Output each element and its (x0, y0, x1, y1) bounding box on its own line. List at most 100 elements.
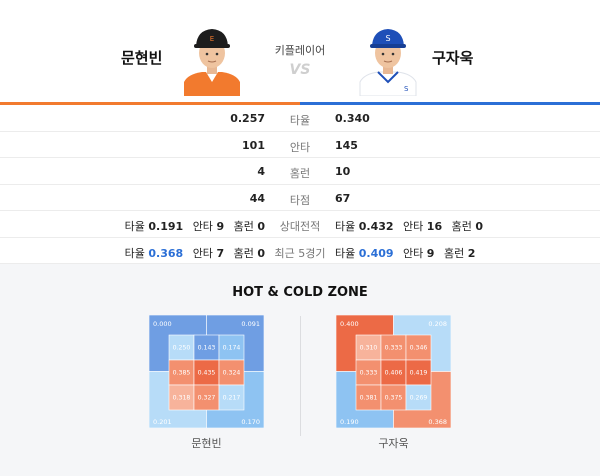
inner-zone-value-5: 0.435 (198, 370, 216, 377)
left-hits: 101 (242, 138, 265, 152)
inner-zone-9 (405, 384, 432, 411)
outer-zone-value-1: 0.400 (340, 320, 359, 328)
h2h-left-hr: 0 (257, 220, 265, 233)
inner-zone-value-6: 0.324 (223, 370, 241, 377)
left-team-bar (0, 102, 300, 105)
inner-zone-value-7: 0.318 (173, 395, 191, 402)
recent-right-avg-label: 타율 (335, 246, 356, 260)
inner-zone-value-5: 0.406 (385, 370, 403, 377)
recent-right-hits-label: 안타 (403, 246, 424, 260)
inner-zone-7 (168, 384, 195, 411)
right-avg: 0.340 (335, 112, 370, 125)
h2h-left-hits-label: 안타 (192, 220, 213, 233)
outer-zone-value-2: 0.208 (428, 320, 447, 328)
h2h-left-avg: 0.191 (148, 220, 184, 233)
key-player-label: 키플레이어 (274, 44, 326, 57)
inner-zone-value-2: 0.143 (198, 345, 216, 352)
outer-zone-value-2: 0.091 (241, 320, 260, 328)
right-hits: 145 (335, 138, 358, 152)
outer-zone-value-4: 0.368 (428, 418, 447, 426)
inner-zone-8 (380, 384, 407, 411)
left-recent: 타율 0.368 안타 7 홈런 0 (125, 245, 265, 261)
stat-row-avg: 0.257 타율 0.340 (0, 105, 600, 132)
inner-zone-value-8: 0.327 (198, 395, 216, 402)
h2h-right-avg: 0.432 (358, 220, 394, 233)
recent-right-hr: 2 (467, 246, 476, 260)
inner-zone-value-4: 0.385 (173, 370, 191, 377)
stat-row-rbi: 44 타점 67 (0, 185, 600, 211)
stat-row-recent: 타율 0.368 안타 7 홈런 0 최근 5경기 타율 0.409 안타 9 … (0, 238, 600, 264)
h2h-right-hr: 0 (475, 220, 484, 233)
outer-zone-value-3: 0.190 (340, 418, 359, 426)
svg-text:E: E (210, 35, 214, 43)
right-team-bar (300, 102, 600, 105)
inner-zone-value-9: 0.269 (410, 395, 428, 402)
h2h-left-hr-label: 홈런 (233, 220, 254, 233)
inner-zone-value-2: 0.333 (385, 345, 403, 352)
h2h-left-hits: 9 (216, 220, 225, 233)
stat-label-head-to-head: 상대전적 (279, 220, 321, 233)
right-player-photo[interactable]: S S (356, 20, 420, 96)
recent-left-hits-label: 안타 (192, 246, 213, 260)
right-player-name[interactable]: 구자욱 (432, 49, 474, 67)
recent-left-hr-label: 홈런 (233, 246, 254, 260)
h2h-right-hits: 16 (426, 220, 443, 233)
inner-zone-value-3: 0.346 (410, 345, 428, 352)
inner-zone-1 (355, 334, 382, 361)
right-hr: 10 (335, 165, 351, 178)
zone-divider (300, 316, 301, 436)
outer-zone-value-4: 0.170 (241, 418, 260, 426)
inner-zone-value-3: 0.174 (223, 345, 241, 352)
stat-row-head-to-head: 타율 0.191 안타 9 홈런 0 상대전적 타율 0.432 안타 16 홈… (0, 211, 600, 238)
left-rbi: 44 (249, 191, 265, 205)
stat-label-recent: 최근 5경기 (274, 246, 326, 260)
left-avg: 0.257 (230, 112, 265, 125)
outer-zone-value-3: 0.201 (153, 418, 172, 426)
right-head-to-head: 타율 0.432 안타 16 홈런 0 (335, 218, 483, 234)
left-head-to-head: 타율 0.191 안타 9 홈런 0 (125, 218, 265, 234)
inner-zone-value-4: 0.333 (360, 370, 378, 377)
h2h-right-avg-label: 타율 (335, 220, 356, 233)
inner-zone-4 (168, 359, 195, 386)
right-player-zone: 0.400 0.208 0.190 0.368 0.310 0.333 0.346 0.333… (336, 315, 451, 428)
h2h-right-hr-label: 홈런 (451, 220, 472, 233)
stat-label-rbi: 타점 (289, 193, 311, 207)
stat-row-hr: 4 홈런 10 (0, 158, 600, 185)
recent-left-avg-label: 타율 (124, 246, 145, 260)
h2h-left-avg-label: 타율 (124, 220, 145, 233)
left-player-name[interactable]: 문현빈 (121, 49, 163, 67)
inner-zone-value-1: 0.250 (173, 345, 191, 352)
inner-zone-9 (218, 384, 245, 411)
inner-zone-8 (193, 384, 220, 411)
inner-zone-value-6: 0.419 (410, 370, 428, 377)
hot-cold-zone-section: HOT & COLD ZONE 0.000 0.091 0.201 0.170 0.25… (0, 264, 600, 476)
vs-badge: VS (289, 62, 311, 78)
recent-right-hr-label: 홈런 (443, 246, 465, 260)
right-rbi: 67 (335, 191, 351, 205)
matchup-header: 문현빈 E 키플레이어 VS S S (0, 0, 600, 104)
inner-zone-3 (218, 334, 245, 361)
left-zone-player-name: 문현빈 (191, 437, 222, 450)
stat-label-avg: 타율 (289, 114, 311, 127)
right-zone-player-name: 구자욱 (378, 437, 409, 450)
outer-zone-value-1: 0.000 (153, 320, 172, 328)
svg-text:S: S (404, 85, 409, 93)
recent-right-hits: 9 (426, 246, 435, 260)
inner-zone-value-1: 0.310 (360, 345, 378, 352)
stat-label-hits: 안타 (289, 140, 311, 154)
svg-text:S: S (385, 34, 390, 43)
hot-cold-title: HOT & COLD ZONE (232, 285, 368, 300)
recent-left-hits: 7 (216, 246, 225, 260)
inner-zone-6 (405, 359, 432, 386)
left-player-photo[interactable]: E (180, 20, 244, 96)
recent-right-avg: 0.409 (358, 246, 394, 260)
inner-zone-6 (218, 359, 245, 386)
right-recent: 타율 0.409 안타 9 홈런 2 (335, 245, 475, 261)
inner-zone-value-8: 0.375 (385, 395, 403, 402)
inner-zone-value-7: 0.381 (360, 395, 378, 402)
left-player-zone: 0.000 0.091 0.201 0.170 0.250 0.143 0.174 0.385… (149, 315, 264, 428)
stat-row-hits: 101 안타 145 (0, 132, 600, 158)
stats-table: 0.257 타율 0.340 101 안타 145 4 홈런 10 44 타점 … (0, 105, 600, 264)
inner-zone-value-9: 0.217 (223, 395, 241, 402)
stat-label-hr: 홈런 (289, 167, 311, 180)
